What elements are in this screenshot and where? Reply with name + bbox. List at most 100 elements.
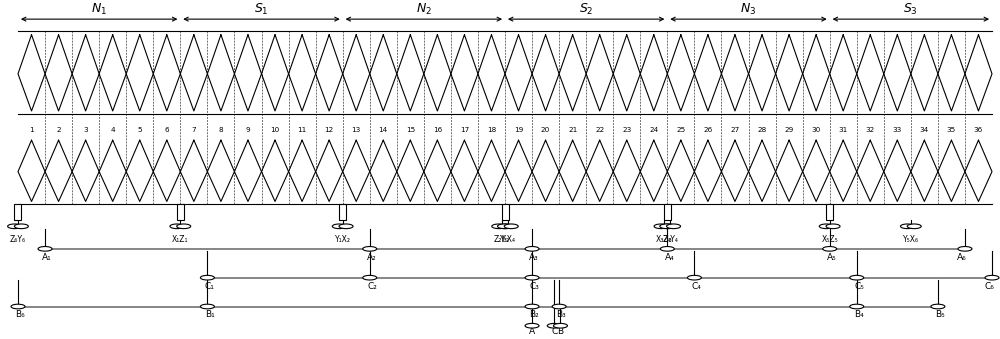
Text: Y₃X₄: Y₃X₄ (500, 235, 516, 244)
Text: A₂: A₂ (367, 253, 377, 262)
Text: X₁Z₁: X₁Z₁ (172, 235, 189, 244)
Bar (502, 204, 509, 220)
Text: B₁: B₁ (205, 311, 214, 319)
Text: Y₅X₆: Y₅X₆ (903, 235, 919, 244)
Bar (177, 204, 184, 220)
Text: B: B (557, 327, 564, 336)
Text: 30: 30 (812, 126, 821, 133)
Text: 11: 11 (297, 126, 307, 133)
Circle shape (492, 224, 506, 228)
Circle shape (14, 224, 28, 228)
Circle shape (819, 224, 833, 228)
Text: C: C (551, 327, 557, 336)
Text: 15: 15 (406, 126, 415, 133)
Text: 23: 23 (622, 126, 631, 133)
Text: 9: 9 (246, 126, 250, 133)
Text: 26: 26 (703, 126, 713, 133)
Circle shape (363, 275, 377, 280)
Text: 7: 7 (192, 126, 196, 133)
Text: C₄: C₄ (692, 282, 702, 291)
Circle shape (552, 304, 566, 309)
Text: 10: 10 (270, 126, 280, 133)
Text: 13: 13 (352, 126, 361, 133)
Text: Z₆Y₆: Z₆Y₆ (10, 235, 26, 244)
Text: C₆: C₆ (984, 282, 994, 291)
Circle shape (525, 275, 539, 280)
Text: A₆: A₆ (957, 253, 967, 262)
Bar (826, 204, 833, 220)
Circle shape (660, 224, 674, 228)
Text: Z₂Y₂: Z₂Y₂ (494, 235, 510, 244)
Circle shape (363, 246, 377, 251)
Circle shape (958, 246, 972, 251)
Circle shape (504, 224, 518, 228)
Text: 34: 34 (920, 126, 929, 133)
Text: $S_{2}$: $S_{2}$ (579, 2, 593, 17)
Circle shape (499, 224, 513, 228)
Circle shape (200, 275, 214, 280)
Circle shape (850, 304, 864, 309)
Circle shape (177, 224, 191, 228)
Text: C₂: C₂ (367, 282, 377, 291)
Text: A₁: A₁ (42, 253, 52, 262)
Circle shape (823, 246, 837, 251)
Circle shape (497, 224, 511, 228)
Text: A₃: A₃ (529, 253, 539, 262)
Circle shape (826, 224, 840, 228)
Text: C₅: C₅ (854, 282, 864, 291)
Text: 18: 18 (487, 126, 496, 133)
Circle shape (8, 224, 22, 228)
Circle shape (667, 224, 681, 228)
Text: A: A (529, 327, 535, 336)
Text: 17: 17 (460, 126, 469, 133)
Bar (339, 204, 346, 220)
Circle shape (985, 275, 999, 280)
Circle shape (339, 224, 353, 228)
Text: 8: 8 (219, 126, 223, 133)
Circle shape (687, 275, 701, 280)
Text: $N_{2}$: $N_{2}$ (416, 2, 432, 17)
Circle shape (931, 304, 945, 309)
Circle shape (654, 224, 668, 228)
Text: 24: 24 (649, 126, 658, 133)
Text: C₃: C₃ (529, 282, 539, 291)
Text: 29: 29 (784, 126, 794, 133)
Text: 33: 33 (893, 126, 902, 133)
Text: 21: 21 (568, 126, 577, 133)
Text: 22: 22 (595, 126, 604, 133)
Text: Z₄Y₄: Z₄Y₄ (662, 235, 678, 244)
Circle shape (660, 246, 674, 251)
Circle shape (525, 246, 539, 251)
Text: 35: 35 (947, 126, 956, 133)
Text: 32: 32 (866, 126, 875, 133)
Text: $S_{1}$: $S_{1}$ (254, 2, 269, 17)
Text: A₄: A₄ (665, 253, 674, 262)
Text: 14: 14 (379, 126, 388, 133)
Text: 36: 36 (974, 126, 983, 133)
Circle shape (661, 224, 675, 228)
Text: B₄: B₄ (854, 311, 864, 319)
Circle shape (11, 304, 25, 309)
Circle shape (553, 323, 567, 328)
Bar (14, 204, 22, 220)
Circle shape (900, 224, 914, 228)
Text: 31: 31 (839, 126, 848, 133)
Circle shape (907, 224, 921, 228)
Text: 12: 12 (325, 126, 334, 133)
Text: C₁: C₁ (205, 282, 215, 291)
Circle shape (547, 323, 561, 328)
Text: 28: 28 (757, 126, 767, 133)
Text: 27: 27 (730, 126, 740, 133)
Circle shape (200, 304, 214, 309)
Text: B₆: B₆ (15, 311, 25, 319)
Text: 2: 2 (56, 126, 61, 133)
Text: B₂: B₂ (529, 311, 539, 319)
Text: 6: 6 (164, 126, 169, 133)
Text: A₅: A₅ (827, 253, 837, 262)
Text: B₅: B₅ (935, 311, 945, 319)
Text: 16: 16 (433, 126, 442, 133)
Text: $S_{3}$: $S_{3}$ (903, 2, 918, 17)
Text: 5: 5 (137, 126, 142, 133)
Circle shape (525, 304, 539, 309)
Text: 3: 3 (83, 126, 88, 133)
